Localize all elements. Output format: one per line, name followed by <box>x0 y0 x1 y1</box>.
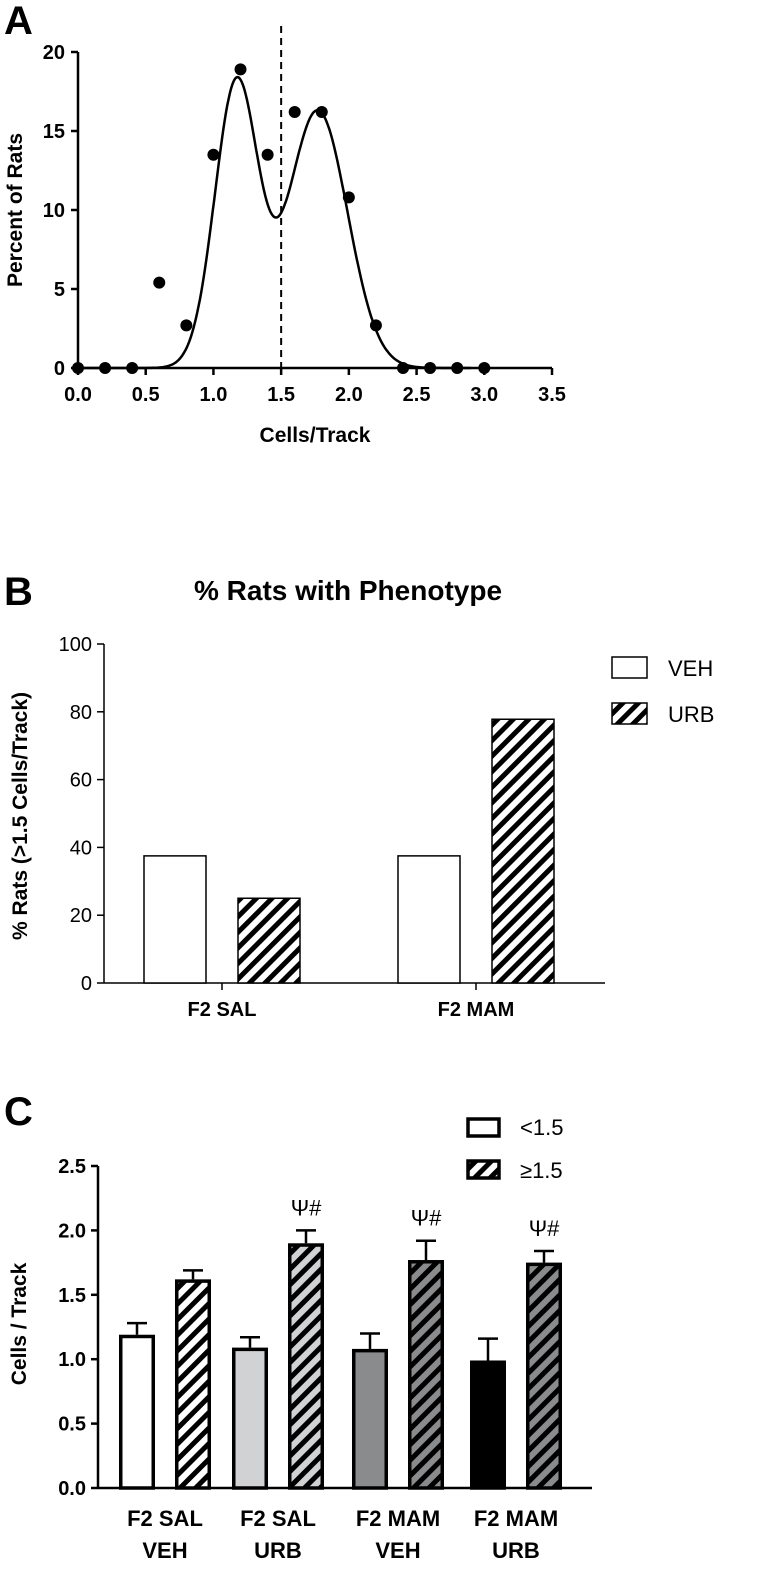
y-tick-label: 15 <box>43 121 65 143</box>
y-axis-label: % Rats (>1.5 Cells/Track) <box>9 692 32 940</box>
y-tick-label: 0.0 <box>58 1478 86 1500</box>
legend-swatch-veh <box>611 656 648 679</box>
panel-a-axes <box>76 52 552 370</box>
panel-a-ticks: 0.0 0.5 1.0 1.5 2.0 2.5 3.0 3.5 0 5 10 15 20 <box>43 42 566 406</box>
panel-b-bars <box>143 718 555 984</box>
data-point <box>315 106 328 119</box>
x-tick-label: F2 MAM <box>438 999 515 1021</box>
category-label-line1: F2 SAL <box>127 1506 203 1531</box>
y-tick-label: 10 <box>43 200 65 222</box>
x-tick-label: 1.5 <box>267 384 295 406</box>
category-label-line2: VEH <box>375 1538 420 1563</box>
panel-c-ticks: 0.0 0.5 1.0 1.5 2.0 2.5 <box>58 1156 98 1500</box>
panel-c-category-labels: F2 SAL VEH F2 SAL URB F2 MAM VEH F2 MAM URB <box>127 1506 558 1563</box>
bar-below-threshold <box>470 1360 506 1490</box>
x-tick-label: F2 SAL <box>188 999 257 1021</box>
significance-marker: Ψ# <box>411 1206 442 1231</box>
y-tick-label: 0.5 <box>58 1414 86 1436</box>
y-axis-label: Cells / Track <box>8 1262 31 1385</box>
category-label-line2: URB <box>254 1538 302 1563</box>
panel-c-axes <box>96 1166 592 1490</box>
y-tick-label: 1.5 <box>58 1285 86 1307</box>
x-tick-label: 2.5 <box>403 384 431 406</box>
panel-b: B % Rats with Phenotype 0 20 40 60 80 100 F2 S… <box>4 570 714 1021</box>
data-point <box>288 106 301 119</box>
y-tick-label: 2.5 <box>58 1156 86 1178</box>
x-tick-label: 3.0 <box>470 384 498 406</box>
data-point <box>478 362 491 374</box>
y-tick-label: 1.0 <box>58 1349 86 1371</box>
data-point <box>397 362 410 374</box>
y-tick-label: 0 <box>54 358 65 380</box>
x-tick-label: 0.5 <box>132 384 160 406</box>
y-tick-label: 80 <box>70 702 92 724</box>
panel-b-ticks: 0 20 40 60 80 100 F2 SAL F2 MAM <box>59 634 515 1021</box>
legend-label-urb: URB <box>668 702 714 727</box>
legend: VEH URB <box>611 656 714 727</box>
data-point <box>180 319 193 332</box>
data-point <box>72 362 84 374</box>
bar-above-threshold <box>408 1260 444 1490</box>
bar-veh <box>143 855 207 984</box>
bar-below-threshold <box>119 1334 155 1490</box>
panel-c-bars: Ψ# Ψ# Ψ# <box>119 1195 562 1490</box>
y-tick-label: 0 <box>81 973 92 995</box>
data-point <box>424 362 437 374</box>
legend-label-below: <1.5 <box>520 1115 563 1140</box>
x-axis-label: Cells/Track <box>260 424 371 447</box>
bar-above-threshold <box>288 1243 324 1490</box>
legend-swatch-below <box>466 1117 501 1138</box>
category-label-line1: F2 MAM <box>356 1506 440 1531</box>
y-tick-label: 2.0 <box>58 1220 86 1242</box>
panel-a: A 0.0 0.5 1.0 1.5 2.0 2.5 3.0 3.5 0 5 10 15 20 Cells… <box>4 0 566 447</box>
bar-below-threshold <box>352 1348 388 1490</box>
y-tick-label: 20 <box>70 905 92 927</box>
x-tick-label: 3.5 <box>538 384 566 406</box>
data-point <box>207 148 220 161</box>
y-axis-label: Percent of Rats <box>4 133 27 287</box>
category-label-line2: VEH <box>142 1538 187 1563</box>
data-point <box>99 362 112 374</box>
data-point <box>451 362 464 374</box>
data-point <box>126 362 139 374</box>
y-tick-label: 60 <box>70 770 92 792</box>
legend-label-above: ≥1.5 <box>520 1158 563 1183</box>
gaussian-fit-curve <box>78 75 471 370</box>
data-point <box>234 63 247 76</box>
category-label-line2: URB <box>492 1538 540 1563</box>
y-tick-label: 100 <box>59 634 92 656</box>
panel-c: C 0.00.51.01.52.02.5 Ψ# Ψ# Ψ# F2 SALVEHF2 … <box>4 1090 592 1563</box>
significance-marker: Ψ# <box>291 1195 322 1220</box>
bar-veh <box>397 855 461 984</box>
panel-b-letter: B <box>4 570 33 614</box>
legend-swatch-above <box>466 1159 501 1180</box>
panel-c-letter: C <box>4 1090 33 1134</box>
data-points <box>72 63 491 374</box>
chart-title: % Rats with Phenotype <box>194 575 502 606</box>
category-label-line1: F2 SAL <box>240 1506 316 1531</box>
x-tick-label: 1.0 <box>200 384 228 406</box>
data-point <box>369 319 382 332</box>
data-point <box>153 276 166 289</box>
legend-swatch-urb <box>611 702 648 725</box>
legend: <1.5 ≥1.5 <box>466 1115 563 1183</box>
significance-marker: Ψ# <box>529 1216 560 1241</box>
legend-label-veh: VEH <box>668 656 713 681</box>
data-point <box>342 191 355 204</box>
category-label-line1: F2 MAM <box>474 1506 558 1531</box>
bar-below-threshold <box>232 1347 268 1490</box>
panel-a-letter: A <box>4 0 33 43</box>
x-tick-label: 2.0 <box>335 384 363 406</box>
y-tick-label: 5 <box>54 279 65 301</box>
bar-urb <box>237 897 301 984</box>
x-tick-label: 0.0 <box>64 384 92 406</box>
bar-above-threshold <box>175 1279 211 1490</box>
y-tick-label: 20 <box>43 42 65 64</box>
data-point <box>261 148 274 161</box>
bar-urb <box>491 718 555 984</box>
y-tick-label: 40 <box>70 837 92 859</box>
bar-above-threshold <box>526 1262 562 1490</box>
